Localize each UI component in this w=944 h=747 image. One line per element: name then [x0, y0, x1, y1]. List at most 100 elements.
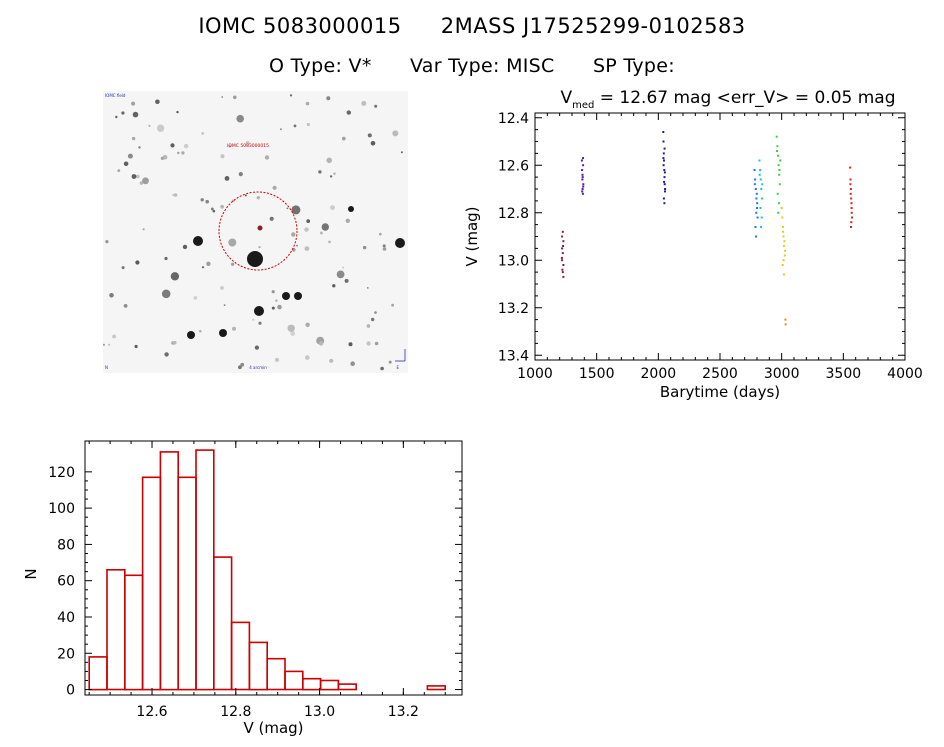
- background-star: [319, 231, 323, 235]
- sky-background: [103, 91, 408, 373]
- data-point: [776, 145, 779, 148]
- data-point: [760, 216, 763, 219]
- data-point: [777, 154, 779, 157]
- background-star: [205, 199, 209, 204]
- data-point: [781, 216, 784, 219]
- x-tick-label: 2500: [702, 366, 738, 382]
- corner-label: IOMC field: [105, 93, 126, 98]
- data-point: [663, 180, 666, 183]
- background-star: [366, 324, 371, 328]
- data-point: [582, 164, 585, 167]
- background-star: [177, 151, 180, 155]
- chart-title: Vmed = 12.67 mag <err_V> = 0.05 mag: [560, 88, 895, 111]
- background-star: [321, 223, 329, 231]
- background-star: [228, 144, 232, 148]
- data-point: [782, 235, 785, 238]
- background-star: [176, 110, 179, 114]
- background-star: [223, 304, 226, 306]
- background-star: [245, 141, 250, 145]
- background-star: [342, 266, 345, 269]
- y-tick-label: 100: [48, 501, 75, 517]
- background-star: [344, 278, 349, 283]
- data-point: [780, 207, 783, 209]
- y-axis-label: V (mag): [463, 206, 481, 266]
- histogram-bar: [337, 683, 357, 691]
- background-star: [336, 270, 345, 279]
- background-star: [254, 345, 259, 350]
- data-point: [582, 185, 585, 188]
- background-star: [224, 176, 230, 181]
- bright-star: [294, 292, 302, 300]
- background-star: [123, 161, 129, 167]
- data-point: [561, 235, 564, 238]
- data-point: [755, 211, 758, 214]
- y-tick-label: 0: [66, 683, 75, 699]
- background-star: [374, 104, 378, 108]
- data-point: [581, 192, 584, 195]
- background-star: [367, 133, 372, 138]
- data-point: [663, 202, 666, 205]
- background-star: [112, 334, 116, 339]
- data-point: [850, 226, 852, 228]
- background-star: [286, 207, 289, 210]
- background-star: [362, 245, 367, 250]
- data-point: [759, 178, 762, 181]
- histogram-bar: [159, 451, 179, 691]
- background-star: [206, 261, 211, 266]
- background-star: [256, 196, 260, 200]
- x-tick-label: 12.6: [136, 704, 167, 720]
- background-star: [279, 128, 282, 131]
- background-star: [142, 228, 145, 231]
- data-point: [776, 150, 778, 152]
- data-point: [760, 226, 763, 228]
- data-point: [581, 173, 584, 176]
- background-star: [183, 143, 189, 149]
- background-star: [380, 366, 384, 371]
- background-star: [378, 232, 382, 236]
- x-tick-label: 3000: [764, 366, 800, 382]
- background-star: [164, 352, 169, 357]
- data-point: [662, 140, 665, 143]
- background-star: [304, 246, 310, 252]
- data-point: [663, 147, 666, 150]
- background-star: [332, 284, 336, 288]
- background-star: [305, 322, 310, 327]
- background-star: [361, 100, 367, 106]
- background-star: [326, 157, 332, 164]
- x-tick-label: 12.8: [220, 704, 251, 720]
- background-star: [201, 132, 204, 135]
- background-star: [326, 96, 331, 101]
- background-star: [161, 289, 171, 299]
- data-point: [783, 245, 786, 247]
- data-point: [562, 275, 565, 278]
- background-star: [238, 172, 243, 177]
- object-id-label: IOMC 5083000015: [198, 14, 402, 38]
- data-point: [664, 190, 666, 193]
- data-point: [758, 173, 761, 176]
- background-star: [231, 262, 235, 266]
- background-star: [238, 365, 242, 370]
- background-star: [306, 122, 310, 127]
- background-star: [371, 317, 375, 322]
- background-star: [221, 96, 223, 98]
- data-point: [756, 216, 759, 219]
- y-axis-label: N: [22, 568, 40, 579]
- background-star: [318, 170, 322, 174]
- background-star: [132, 111, 139, 118]
- corner-label: E: [396, 365, 399, 370]
- y-tick-label: 13.4: [498, 348, 529, 364]
- background-star: [148, 124, 151, 127]
- data-point: [662, 164, 665, 167]
- data-point: [581, 176, 584, 179]
- data-point: [753, 169, 756, 171]
- data-point: [755, 192, 758, 195]
- histogram-bar: [88, 656, 108, 691]
- bright-star: [348, 206, 354, 212]
- data-point: [663, 176, 666, 179]
- background-star: [220, 286, 224, 290]
- background-star: [131, 174, 137, 179]
- data-point: [756, 207, 758, 209]
- background-star: [318, 341, 324, 346]
- x-tick-label: 1000: [517, 366, 553, 382]
- data-point: [760, 197, 763, 200]
